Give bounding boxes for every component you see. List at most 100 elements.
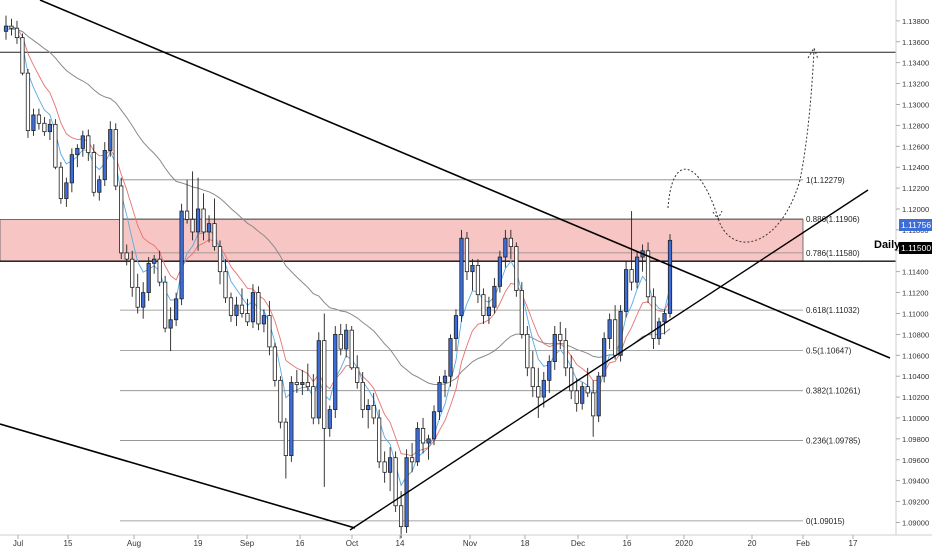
projection-path (667, 49, 815, 243)
candle-body (108, 129, 113, 151)
candle-body (58, 166, 63, 199)
candle-body (503, 237, 508, 258)
price-tick-label: 1.13000 (902, 100, 929, 109)
candle-up (492, 277, 497, 314)
candle-down (563, 328, 568, 377)
candle-body (377, 417, 382, 463)
price-tick-label: 1.10400 (902, 372, 929, 381)
candle-body (119, 185, 124, 254)
candle-body (130, 258, 135, 288)
price-tick-label: 1.13200 (902, 80, 929, 89)
candle-up (541, 371, 546, 408)
candle-body (201, 208, 206, 233)
candle-body (272, 346, 277, 381)
candle-body (80, 135, 85, 149)
candle-down (25, 68, 31, 138)
price-tick-label: 1.12800 (902, 121, 929, 130)
candle-down (124, 244, 129, 266)
candle-down (42, 117, 47, 136)
candle-body (574, 390, 579, 404)
candle-down (574, 378, 579, 412)
candle-down (525, 326, 530, 377)
daily-label: Daily (874, 239, 901, 251)
candle-down (36, 108, 42, 130)
candle-up (503, 229, 508, 268)
candle-down (201, 193, 206, 241)
candle-body (662, 313, 667, 323)
candle-body (53, 123, 58, 168)
descending-trendline (39, 0, 891, 359)
candle-up (388, 447, 393, 492)
candle-body (3, 25, 9, 32)
candle-down (377, 409, 382, 469)
candle-up (486, 296, 492, 324)
candle-body (223, 271, 228, 299)
time-tick-label: 2020 (675, 539, 693, 548)
candle-body (190, 219, 195, 233)
candle-body (184, 210, 190, 220)
time-tick-label: Dec (571, 539, 585, 548)
candle-up (634, 250, 640, 289)
candle-body (514, 246, 519, 291)
candle-down (163, 275, 168, 333)
candle-body (234, 304, 239, 316)
candle-body (426, 438, 431, 444)
candle-body (366, 405, 371, 411)
candle-body (9, 25, 14, 29)
candle-up (415, 422, 420, 467)
candle-body (75, 147, 80, 156)
candle-body (629, 269, 634, 283)
candle-down (651, 288, 656, 350)
candle-up (141, 282, 146, 319)
fib-level-label: 0.382(1.10261) (806, 387, 861, 396)
candle-body (645, 250, 651, 298)
candle-down (645, 242, 651, 304)
candle-body (613, 319, 618, 356)
candle-down (360, 371, 365, 418)
candle-body (86, 135, 91, 153)
price-tick-label: 1.09600 (902, 456, 929, 465)
candle-body (558, 333, 563, 342)
candle-up (3, 15, 9, 40)
time-tick-label: 16 (623, 539, 632, 548)
candle-body (607, 319, 612, 339)
candle-body (31, 114, 36, 132)
time-tick-label: 15 (64, 539, 73, 548)
candle-body (667, 239, 673, 314)
candle-up (179, 203, 184, 306)
candle-down (119, 177, 124, 260)
candle-body (25, 72, 31, 132)
candle-down (190, 171, 195, 241)
candle-down (569, 355, 574, 400)
daily-price-badge (899, 242, 932, 254)
candle-body (536, 386, 541, 398)
candle-down (399, 491, 404, 539)
candle-body (36, 114, 42, 124)
candle-body (163, 281, 168, 329)
candle-body (563, 340, 568, 369)
price-tick-label: 1.10200 (902, 393, 929, 402)
candle-down (217, 240, 223, 285)
time-tick-label: 14 (396, 539, 405, 548)
fib-level-label: 0.618(1.11032) (806, 306, 860, 315)
fib-level-label: 0.886(1.11906) (806, 215, 860, 224)
candle-down (393, 451, 398, 513)
candle-up (64, 177, 69, 207)
candle-body (300, 382, 305, 385)
candle-body (596, 375, 601, 417)
price-tick-label: 1.12600 (902, 142, 929, 151)
candle-body (124, 252, 129, 260)
candle-up (300, 369, 305, 395)
candle-body (322, 340, 327, 429)
candle-body (91, 152, 96, 193)
candle-down (157, 250, 162, 287)
time-tick-label: 17 (849, 539, 858, 548)
candle-down (14, 20, 20, 44)
price-tick-label: 1.10800 (902, 330, 929, 339)
candle-body (311, 386, 316, 419)
candle-down (58, 161, 63, 204)
candle-body (174, 298, 179, 321)
candle-up (97, 175, 102, 201)
price-tick-label: 1.11000 (902, 309, 929, 318)
